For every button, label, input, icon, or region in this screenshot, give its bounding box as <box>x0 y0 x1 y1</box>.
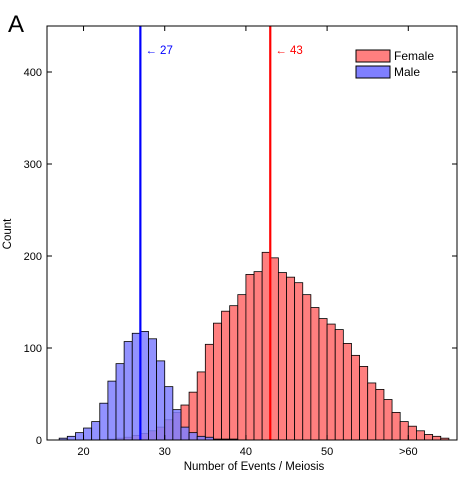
y-tick-label: 300 <box>24 159 42 171</box>
female-bar <box>399 421 409 441</box>
legend-swatch-female <box>355 49 391 63</box>
female-bar <box>269 257 279 441</box>
male-bar <box>66 435 76 441</box>
plot-frame <box>46 25 458 441</box>
female-bar <box>359 365 369 441</box>
female-bar <box>310 307 320 441</box>
female-bar <box>286 276 296 441</box>
female-bar <box>196 371 206 441</box>
male-bar <box>164 386 174 441</box>
female-bar <box>318 318 328 441</box>
x-tick-label: 40 <box>240 446 252 458</box>
male-bar <box>99 402 109 441</box>
y-tick-label: 0 <box>36 435 42 447</box>
y-tick-label: 400 <box>24 67 42 79</box>
female-bar <box>326 323 336 441</box>
y-axis-title: Count <box>2 218 14 249</box>
x-tick-label: >60 <box>399 446 418 458</box>
male-bar <box>139 331 149 441</box>
male-bar <box>172 409 182 441</box>
female-bar <box>432 435 442 441</box>
mean-label: ← 27 <box>145 45 173 57</box>
x-tick-label: 50 <box>321 446 333 458</box>
x-tick-label: 30 <box>159 446 171 458</box>
female-bar <box>229 305 239 441</box>
male-bars <box>58 331 239 441</box>
female-bar <box>204 343 214 441</box>
male-bar <box>115 363 125 441</box>
female-bar <box>221 310 231 441</box>
legend: Female Male <box>355 49 434 79</box>
y-tick-label: 200 <box>24 251 42 263</box>
female-bar <box>213 322 222 441</box>
female-bar <box>424 434 434 441</box>
female-bar <box>294 282 304 441</box>
male-bar <box>156 360 166 441</box>
female-bar <box>342 342 352 441</box>
female-bar <box>391 411 401 441</box>
female-bar <box>416 430 425 441</box>
female-bar <box>277 272 287 441</box>
x-axis-title: Number of Events / Meiosis <box>184 461 325 473</box>
mean-label: ← 43 <box>275 45 303 57</box>
axis-ticks: 20 30 40 50 >60 0 100 200 300 400 <box>24 26 457 458</box>
male-bar <box>107 380 117 441</box>
female-bar <box>261 251 271 441</box>
female-bar <box>351 354 360 441</box>
legend-label-male: Male <box>394 65 420 79</box>
male-bar <box>91 421 101 441</box>
male-bar <box>75 432 84 441</box>
male-bar <box>131 332 141 441</box>
female-bar <box>237 294 247 441</box>
male-bar <box>196 435 206 441</box>
female-bar <box>367 382 377 441</box>
female-bar <box>375 388 385 441</box>
male-bar <box>180 426 190 441</box>
female-bar <box>245 273 255 441</box>
x-tick-label: 20 <box>77 446 89 458</box>
male-bar <box>123 341 133 441</box>
panel-label: A <box>8 11 24 38</box>
female-bar <box>383 399 393 441</box>
legend-label-female: Female <box>394 49 434 63</box>
male-bar <box>188 432 198 441</box>
male-bar <box>83 427 93 441</box>
female-bar <box>253 271 263 441</box>
female-bar <box>407 425 417 441</box>
y-tick-label: 100 <box>24 343 42 355</box>
legend-swatch-male <box>355 65 391 79</box>
male-bar <box>148 338 158 441</box>
female-bar <box>334 329 344 441</box>
mean-markers: ← 27 ← 43 <box>139 26 303 440</box>
female-bar <box>302 294 312 441</box>
